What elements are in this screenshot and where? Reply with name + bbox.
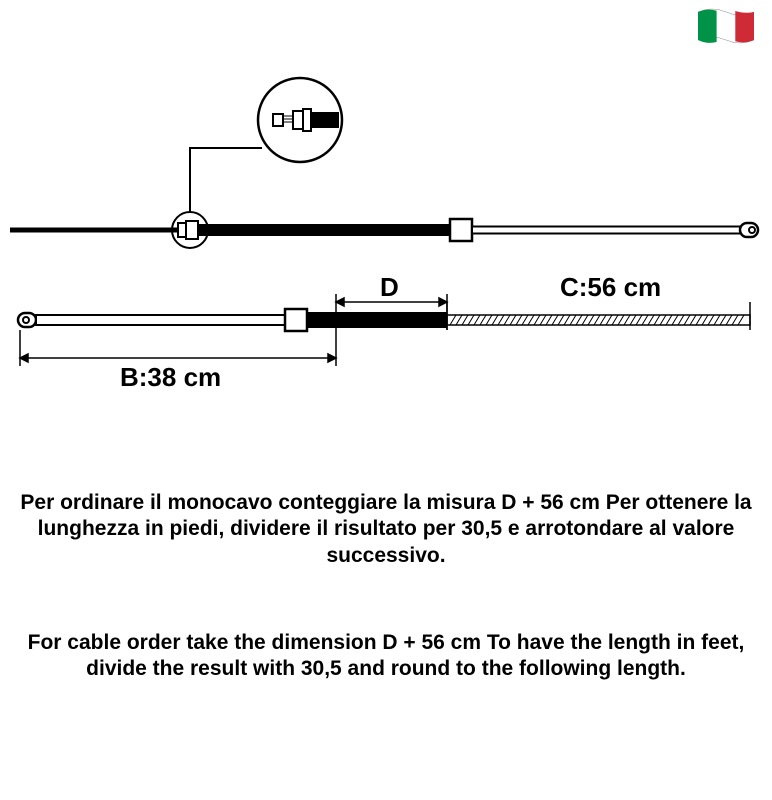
- instructions-english: For cable order take the dimension D + 5…: [20, 630, 752, 683]
- italian-flag: [698, 8, 754, 44]
- instructions-italian: Per ordinare il monocavo conteggiare la …: [20, 490, 752, 569]
- dimension-label-d: D: [380, 272, 399, 303]
- dimension-label-b: B:38 cm: [120, 362, 221, 393]
- dimension-label-c: C:56 cm: [560, 272, 661, 303]
- cable-diagram: [10, 70, 762, 390]
